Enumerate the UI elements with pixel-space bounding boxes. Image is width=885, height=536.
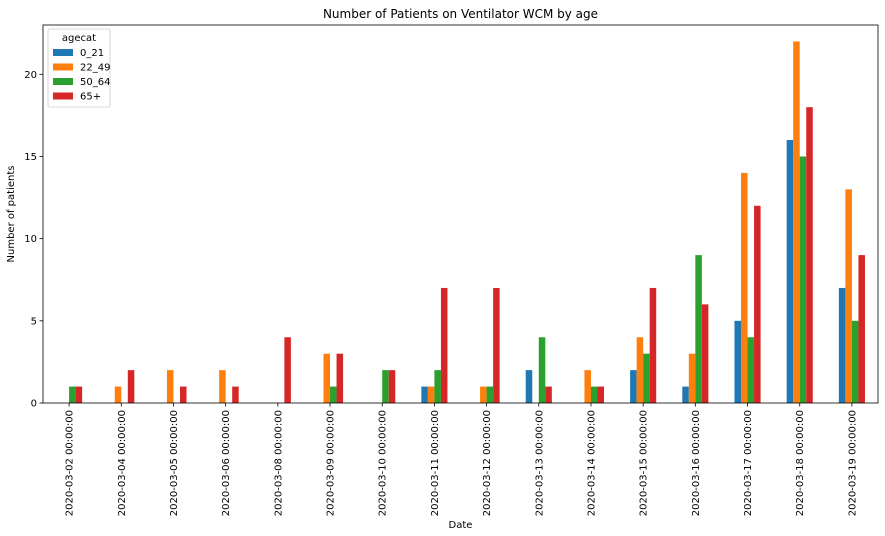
x-tick-label: 2020-03-11 00:00:00 (430, 410, 441, 516)
legend-item-22_49: 22_49 (53, 63, 110, 74)
bar-65+-2020-03-16 00:00:00 (701, 304, 709, 403)
series-50_64 (69, 156, 859, 403)
bar-0_21-2020-03-13 00:00:00 (525, 370, 533, 403)
bar-22_49-2020-03-19 00:00:00 (845, 189, 852, 403)
bar-50_64-2020-03-11 00:00:00 (434, 370, 441, 403)
bar-65+-2020-03-11 00:00:00 (440, 287, 448, 403)
bar-50_64-2020-03-15 00:00:00 (643, 353, 650, 403)
bar-22_49-2020-03-04 00:00:00 (114, 386, 122, 403)
y-tick-label: 10 (24, 234, 37, 245)
series-22_49 (114, 41, 852, 403)
bar-50_64-2020-03-12 00:00:00 (486, 386, 494, 403)
legend-label: 22_49 (80, 63, 110, 74)
bar-22_49-2020-03-14 00:00:00 (584, 370, 591, 403)
legend-item-0_21: 0_21 (53, 48, 104, 59)
bar-22_49-2020-03-17 00:00:00 (741, 172, 748, 403)
x-tick-label: 2020-03-19 00:00:00 (847, 410, 858, 516)
x-tick-label: 2020-03-12 00:00:00 (482, 410, 493, 516)
bar-65+-2020-03-06 00:00:00 (232, 386, 239, 403)
x-tick-label: 2020-03-14 00:00:00 (586, 410, 597, 516)
bar-65+-2020-03-14 00:00:00 (597, 386, 605, 403)
bar-50_64-2020-03-14 00:00:00 (590, 386, 598, 403)
x-tick-label: 2020-03-16 00:00:00 (691, 410, 702, 516)
bar-22_49-2020-03-15 00:00:00 (636, 337, 644, 403)
bars-layer (69, 41, 865, 404)
bar-22_49-2020-03-05 00:00:00 (166, 370, 174, 403)
x-tick-label: 2020-03-05 00:00:00 (169, 410, 180, 516)
legend-swatch (53, 49, 73, 56)
legend-label: 50_64 (80, 77, 110, 88)
legend-item-65+: 65+ (53, 92, 101, 103)
bar-22_49-2020-03-18 00:00:00 (793, 41, 800, 403)
bar-65+-2020-03-18 00:00:00 (806, 107, 813, 403)
x-tick-label: 2020-03-17 00:00:00 (743, 410, 754, 516)
y-tick-label: 20 (24, 70, 37, 81)
bar-65+-2020-03-10 00:00:00 (388, 370, 396, 403)
legend-swatch (53, 63, 73, 71)
bar-0_21-2020-03-18 00:00:00 (786, 140, 794, 404)
legend-title: agecat (62, 33, 96, 44)
x-tick-label: 2020-03-04 00:00:00 (117, 410, 128, 516)
bar-65+-2020-03-04 00:00:00 (127, 370, 135, 403)
bar-0_21-2020-03-19 00:00:00 (838, 287, 846, 403)
x-tick-label: 2020-03-15 00:00:00 (639, 410, 650, 516)
legend-swatch (53, 92, 73, 100)
legend-label: 0_21 (80, 48, 104, 59)
x-tick-label: 2020-03-09 00:00:00 (326, 410, 337, 516)
x-axis: 2020-03-02 00:00:00 2020-03-04 00:00:00 20… (65, 403, 858, 516)
bar-65+-2020-03-08 00:00:00 (284, 337, 291, 403)
plot-frame (42, 24, 879, 404)
y-axis-title: Number of patients (6, 166, 17, 263)
bar-0_21-2020-03-11 00:00:00 (421, 386, 428, 403)
bar-50_64-2020-03-17 00:00:00 (747, 337, 755, 403)
bar-65+-2020-03-19 00:00:00 (858, 255, 865, 403)
series-0_21 (421, 140, 846, 404)
bar-22_49-2020-03-12 00:00:00 (480, 386, 487, 403)
legend: agecat 0_21 22_49 50_64 65+ (47, 28, 111, 108)
bar-65+-2020-03-05 00:00:00 (179, 386, 187, 403)
legend-item-50_64: 50_64 (53, 77, 110, 88)
bar-22_49-2020-03-09 00:00:00 (323, 353, 331, 403)
bar-22_49-2020-03-06 00:00:00 (219, 370, 226, 403)
y-tick-label: 0 (31, 399, 37, 410)
x-tick-label: 2020-03-02 00:00:00 (65, 410, 76, 516)
series-65+ (75, 107, 865, 403)
x-tick-label: 2020-03-18 00:00:00 (795, 410, 806, 516)
bar-65+-2020-03-13 00:00:00 (545, 386, 552, 403)
y-tick-label: 5 (31, 316, 37, 327)
x-tick-label: 2020-03-06 00:00:00 (221, 410, 232, 516)
bar-65+-2020-03-09 00:00:00 (336, 353, 344, 403)
bar-50_64-2020-03-09 00:00:00 (330, 386, 337, 403)
x-tick-label: 2020-03-13 00:00:00 (534, 410, 545, 516)
legend-label: 65+ (80, 92, 101, 103)
bar-50_64-2020-03-10 00:00:00 (382, 370, 389, 403)
bar-65+-2020-03-15 00:00:00 (649, 287, 657, 403)
bar-65+-2020-03-17 00:00:00 (754, 205, 761, 403)
legend-box (47, 28, 111, 108)
x-axis-title: Date (449, 520, 473, 531)
x-tick-label: 2020-03-10 00:00:00 (378, 410, 389, 516)
bar-50_64-2020-03-13 00:00:00 (538, 337, 546, 403)
bar-65+-2020-03-02 00:00:00 (75, 386, 83, 403)
legend-swatch (53, 78, 73, 85)
bar-50_64-2020-03-02 00:00:00 (69, 386, 76, 403)
bar-50_64-2020-03-16 00:00:00 (695, 255, 702, 403)
bar-22_49-2020-03-16 00:00:00 (688, 353, 696, 403)
bar-0_21-2020-03-16 00:00:00 (682, 386, 689, 403)
chart-title: Number of Patients on Ventilator WCM by … (323, 7, 598, 21)
bar-0_21-2020-03-17 00:00:00 (734, 320, 742, 403)
bar-65+-2020-03-12 00:00:00 (493, 287, 500, 403)
x-tick-label: 2020-03-08 00:00:00 (273, 410, 284, 516)
bar-0_21-2020-03-15 00:00:00 (630, 370, 637, 403)
y-axis: 0 5 10 15 20 (24, 70, 43, 410)
bar-50_64-2020-03-19 00:00:00 (851, 320, 859, 403)
bar-50_64-2020-03-18 00:00:00 (799, 156, 807, 403)
y-tick-label: 15 (24, 152, 37, 163)
bar-22_49-2020-03-11 00:00:00 (427, 386, 435, 403)
